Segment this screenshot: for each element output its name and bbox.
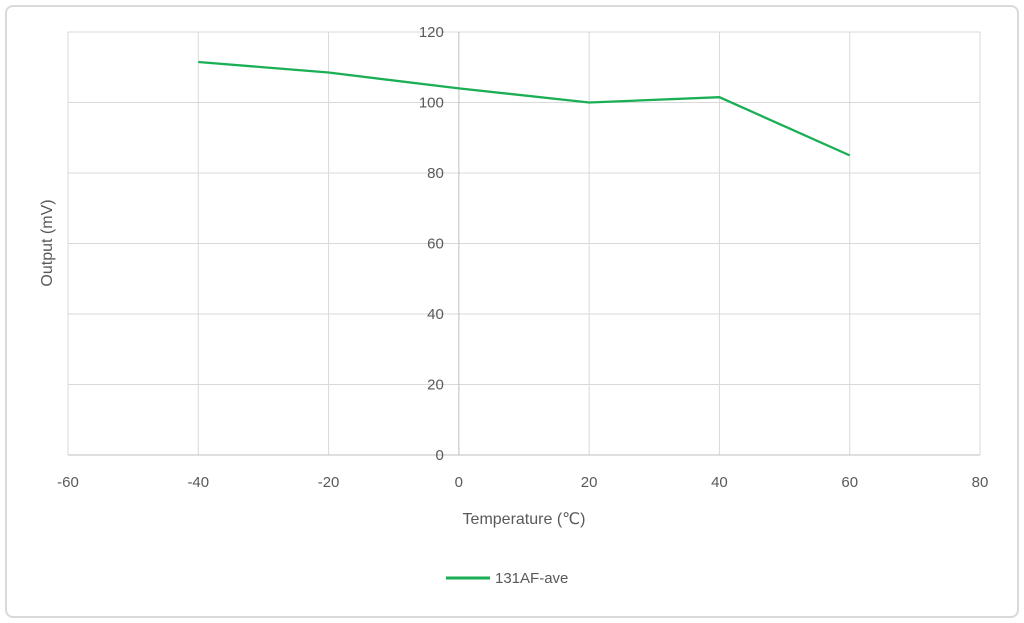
x-tick-label-40: 40 <box>711 474 728 491</box>
y-axis-title: Output (mV) <box>39 199 56 286</box>
x-tick-label-60: 60 <box>841 474 858 491</box>
y-axis-tick-labels: 0 20 40 60 80 100 120 <box>419 24 444 464</box>
y-tick-label-60: 60 <box>427 236 444 253</box>
y-tick-label-0: 0 <box>436 447 444 464</box>
series-line-131AF-ave <box>198 60 851 157</box>
y-tick-label-40: 40 <box>427 306 444 323</box>
x-tick-label-0: 0 <box>455 474 463 491</box>
y-tick-label-80: 80 <box>427 165 444 182</box>
axis-lines <box>68 32 980 456</box>
x-tick-label-80: 80 <box>972 474 989 491</box>
chart-border <box>5 5 1019 618</box>
y-tick-label-100: 100 <box>419 95 444 112</box>
x-tick-label-20: 20 <box>581 474 598 491</box>
y-tick-label-20: 20 <box>427 377 444 394</box>
series-lines <box>198 60 851 157</box>
y-tick-label-120: 120 <box>419 24 444 41</box>
gridlines <box>67 31 981 455</box>
x-tick-label--60: -60 <box>57 474 79 491</box>
x-axis-tick-labels: -60 -40 -20 0 20 40 60 80 <box>57 474 988 491</box>
legend: 131AF-ave <box>446 570 568 587</box>
x-tick-label--20: -20 <box>318 474 340 491</box>
legend-series-label: 131AF-ave <box>495 570 568 587</box>
x-axis-title: Temperature (℃) <box>463 511 586 528</box>
x-tick-label--40: -40 <box>187 474 209 491</box>
